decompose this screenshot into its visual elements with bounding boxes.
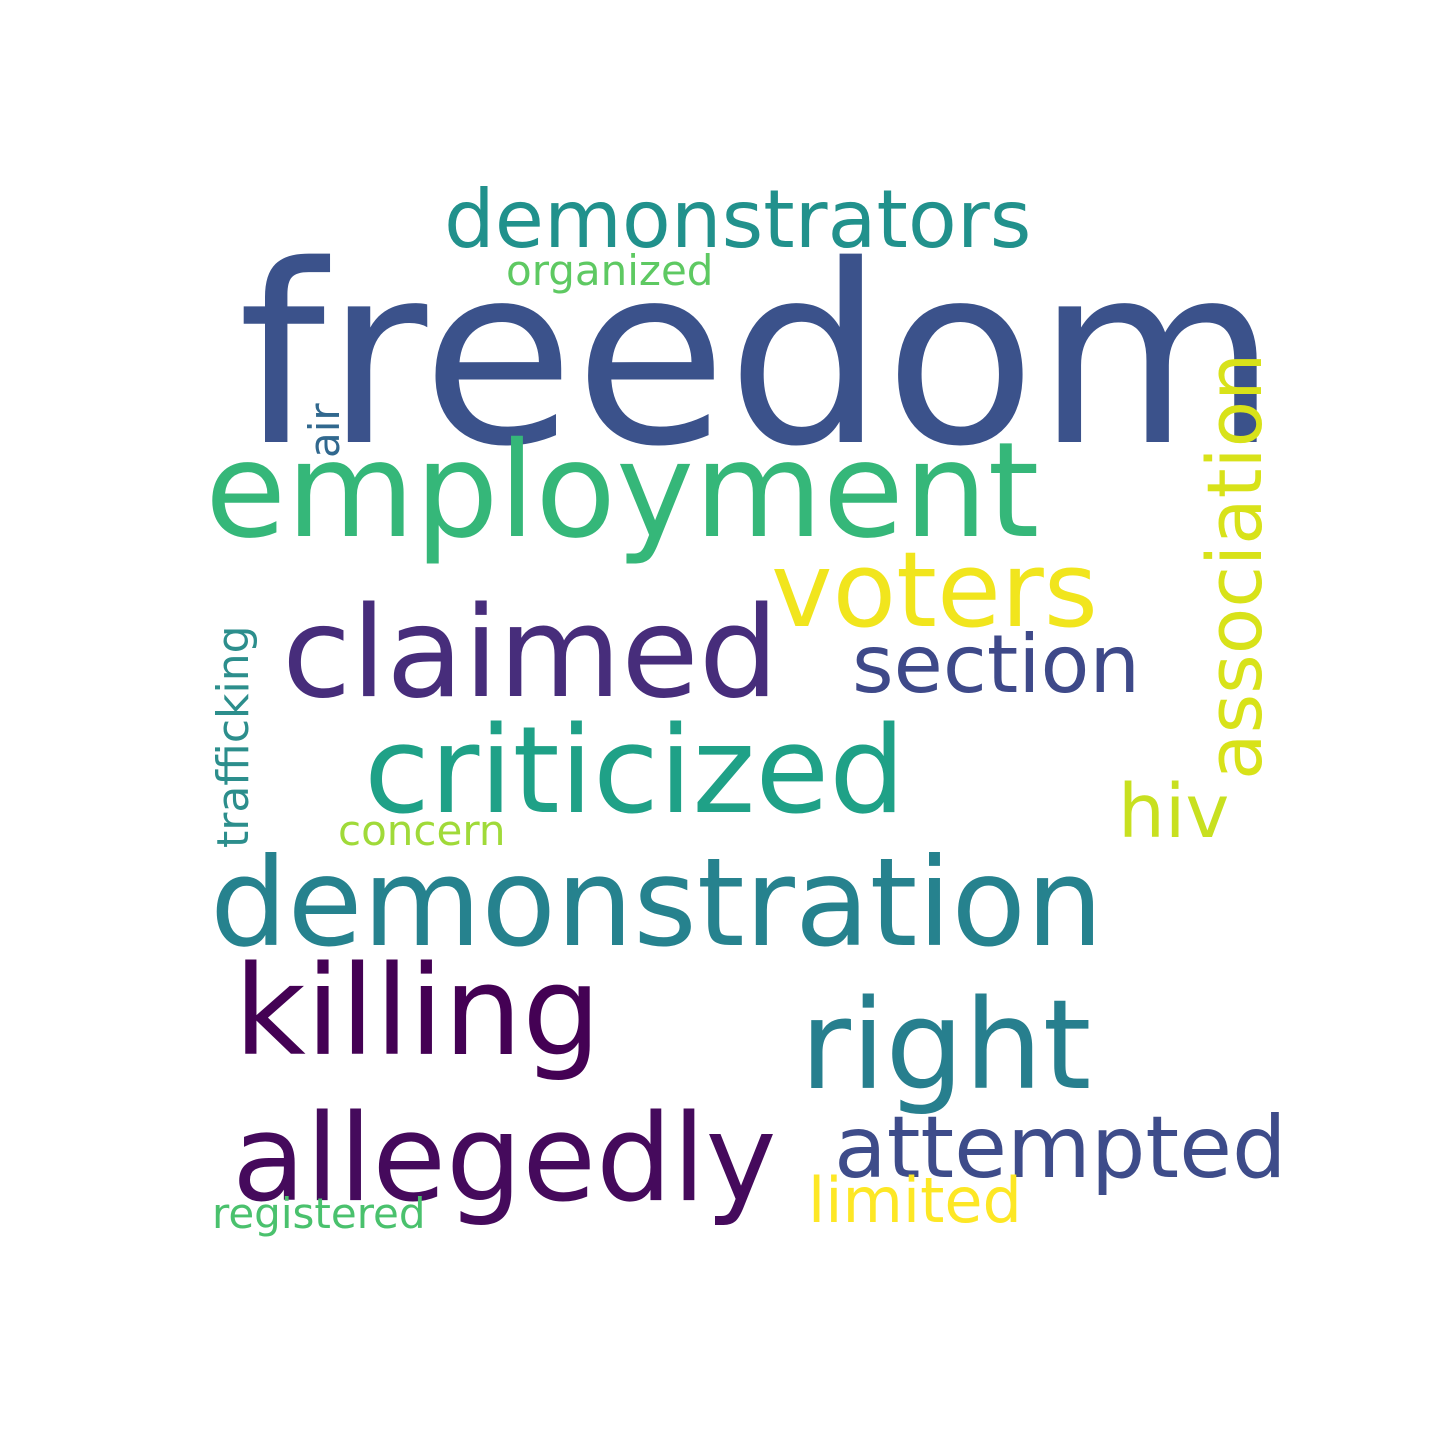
word-hiv: hiv: [1118, 769, 1230, 855]
word-organized: organized: [506, 246, 714, 295]
word-section: section: [852, 618, 1141, 711]
word-allegedly: allegedly: [232, 1090, 777, 1229]
word-limited: limited: [808, 1164, 1022, 1237]
word-killing: killing: [234, 940, 601, 1084]
word-association: association: [1190, 352, 1279, 780]
word-demonstrators: demonstrators: [444, 173, 1032, 266]
word-concern: concern: [338, 806, 506, 855]
word-employment: employment: [205, 414, 1040, 568]
word-demonstration: demonstration: [210, 832, 1104, 974]
word-attempted: attempted: [834, 1098, 1287, 1198]
word-right: right: [800, 974, 1092, 1118]
word-registered: registered: [212, 1189, 426, 1238]
word-trafficking: trafficking: [208, 625, 259, 848]
word-claimed: claimed: [282, 579, 779, 726]
word-freedom: freedom: [238, 213, 1278, 501]
word-criticized: criticized: [364, 702, 906, 841]
word-voters: voters: [771, 529, 1098, 651]
